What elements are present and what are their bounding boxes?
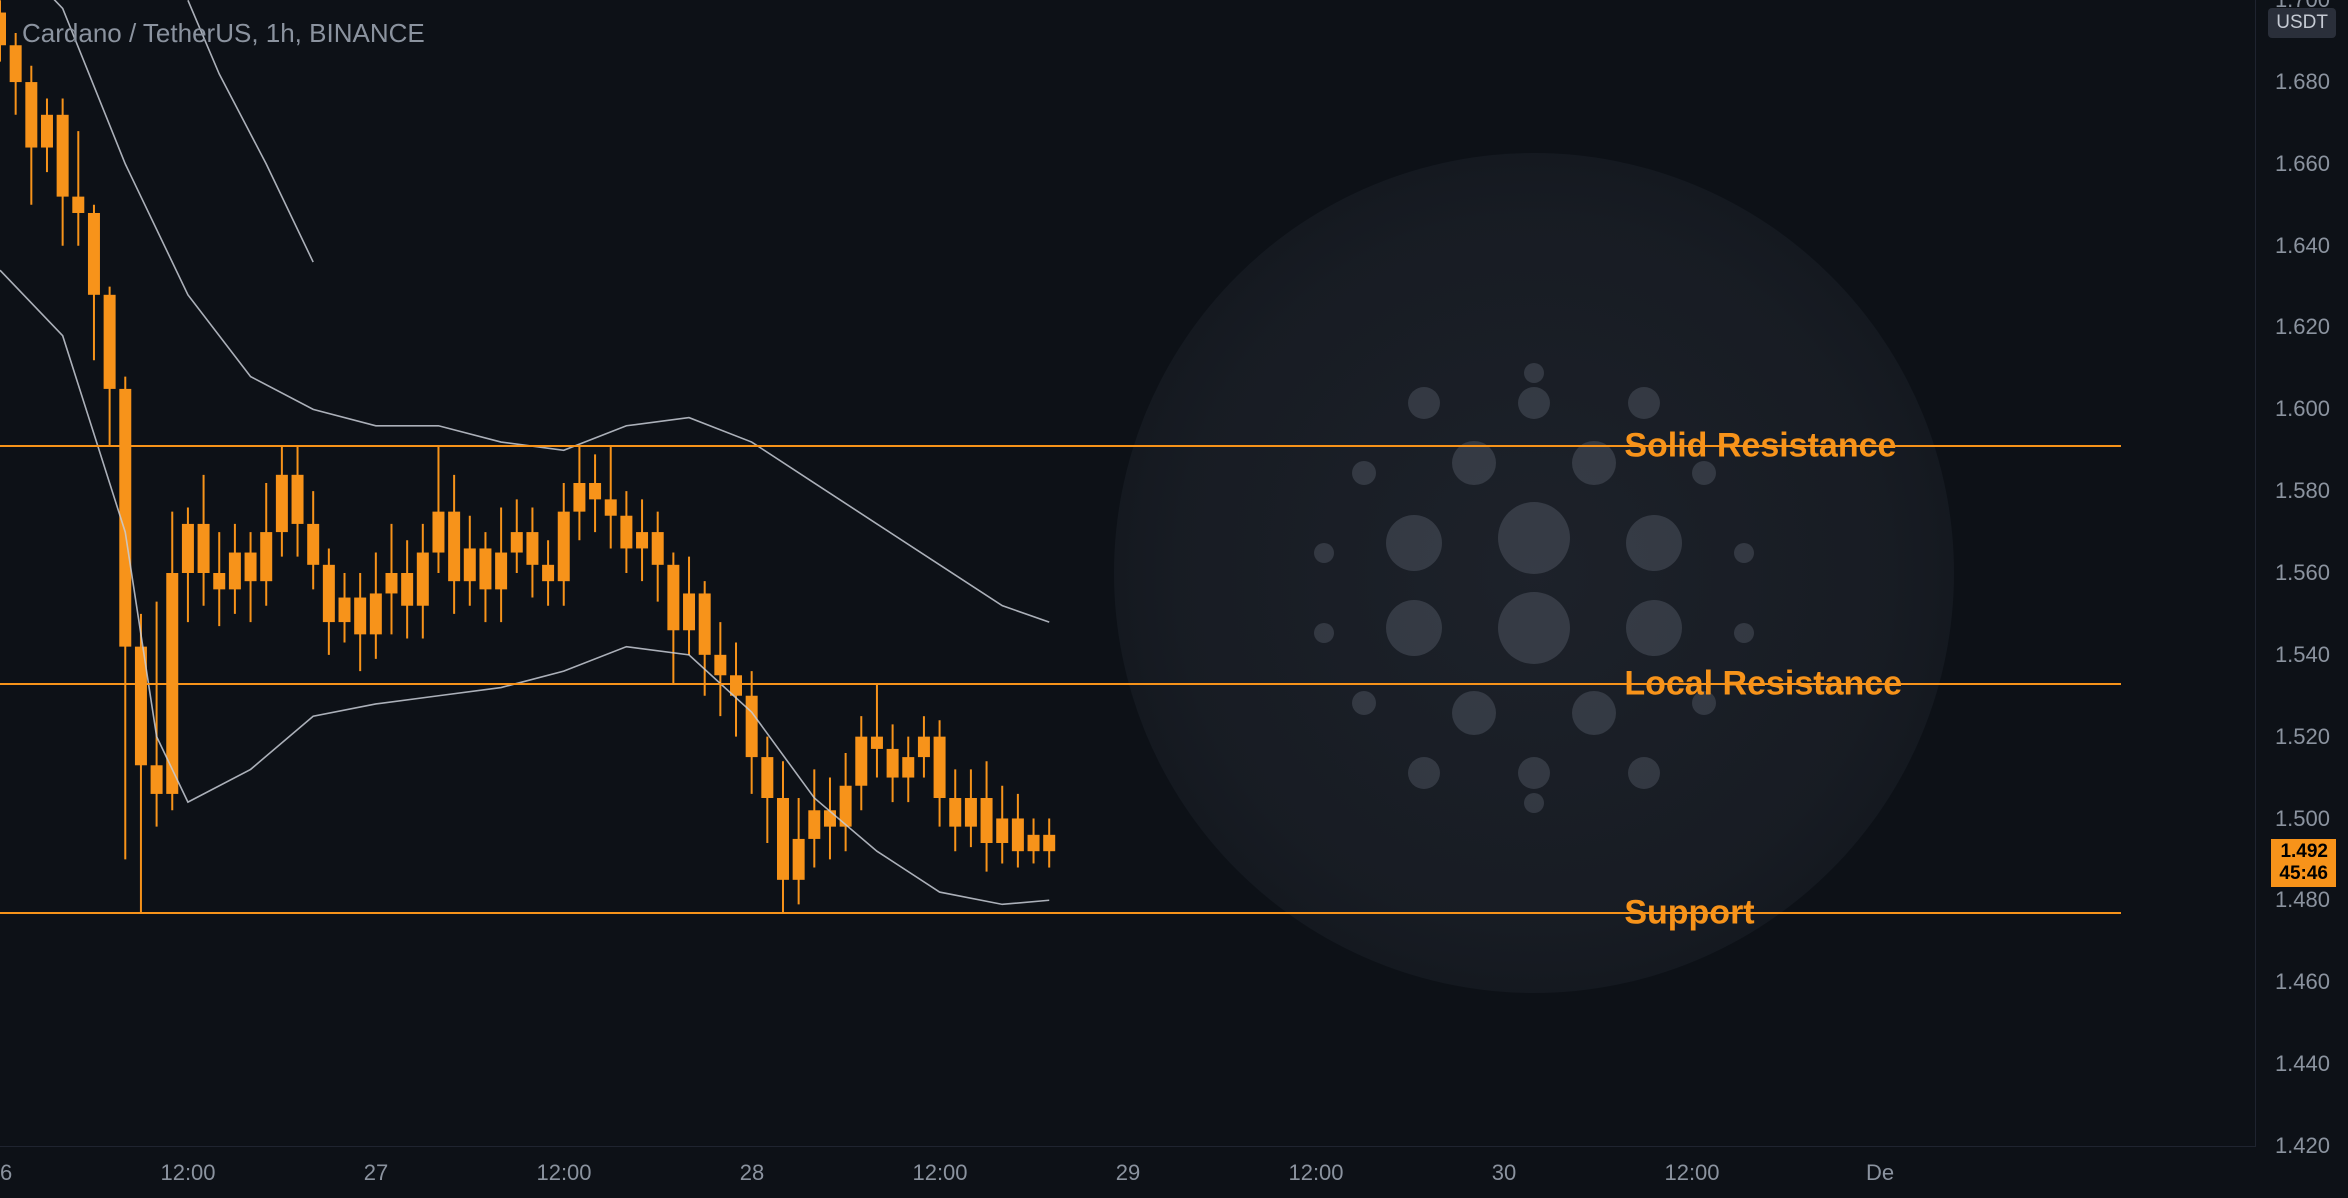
y-tick: 1.580 bbox=[2275, 478, 2330, 504]
y-tick: 1.620 bbox=[2275, 314, 2330, 340]
x-axis: 26 12:00 27 12:00 28 12:00 29 12:00 30 12:00 De bbox=[0, 1146, 2256, 1198]
line-label: Solid Resistance bbox=[1624, 427, 1896, 466]
x-tick: 12:00 bbox=[1664, 1160, 1719, 1186]
currency-badge: USDT bbox=[2268, 8, 2336, 38]
last-price: 1.492 bbox=[2279, 841, 2328, 863]
x-tick: 26 bbox=[0, 1160, 12, 1186]
y-tick: 1.660 bbox=[2275, 151, 2330, 177]
countdown-timer: 45:46 bbox=[2279, 863, 2328, 885]
line-label: Support bbox=[1624, 893, 1754, 932]
y-tick: 1.680 bbox=[2275, 69, 2330, 95]
y-axis: 1.7001.6801.6601.6401.6201.6001.5801.560… bbox=[2256, 0, 2348, 1198]
y-tick: 1.440 bbox=[2275, 1051, 2330, 1077]
plot-area[interactable]: Solid Resistance Local Resistance Support bbox=[0, 0, 2256, 1146]
x-tick: 29 bbox=[1116, 1160, 1140, 1186]
x-tick: De bbox=[1866, 1160, 1894, 1186]
chart-root: Cardano / TetherUS, 1h, BINANCE USDT Sol… bbox=[0, 0, 2348, 1198]
x-tick: 30 bbox=[1492, 1160, 1516, 1186]
chart-title: Cardano / TetherUS, 1h, BINANCE bbox=[22, 18, 425, 49]
y-tick: 1.540 bbox=[2275, 642, 2330, 668]
y-tick: 1.500 bbox=[2275, 806, 2330, 832]
y-tick: 1.460 bbox=[2275, 969, 2330, 995]
y-tick: 1.520 bbox=[2275, 724, 2330, 750]
x-tick: 12:00 bbox=[1288, 1160, 1343, 1186]
y-tick: 1.420 bbox=[2275, 1133, 2330, 1159]
x-tick: 12:00 bbox=[912, 1160, 967, 1186]
resistance-line bbox=[0, 912, 2121, 914]
y-tick: 1.640 bbox=[2275, 233, 2330, 259]
x-tick: 12:00 bbox=[160, 1160, 215, 1186]
y-tick: 1.480 bbox=[2275, 887, 2330, 913]
y-tick: 1.600 bbox=[2275, 396, 2330, 422]
cardano-watermark-icon bbox=[1114, 153, 1954, 993]
x-tick: 12:00 bbox=[536, 1160, 591, 1186]
y-tick: 1.560 bbox=[2275, 560, 2330, 586]
price-badge: 1.492 45:46 bbox=[2271, 839, 2336, 887]
x-tick: 28 bbox=[740, 1160, 764, 1186]
x-tick: 27 bbox=[364, 1160, 388, 1186]
line-label: Local Resistance bbox=[1624, 664, 1902, 703]
